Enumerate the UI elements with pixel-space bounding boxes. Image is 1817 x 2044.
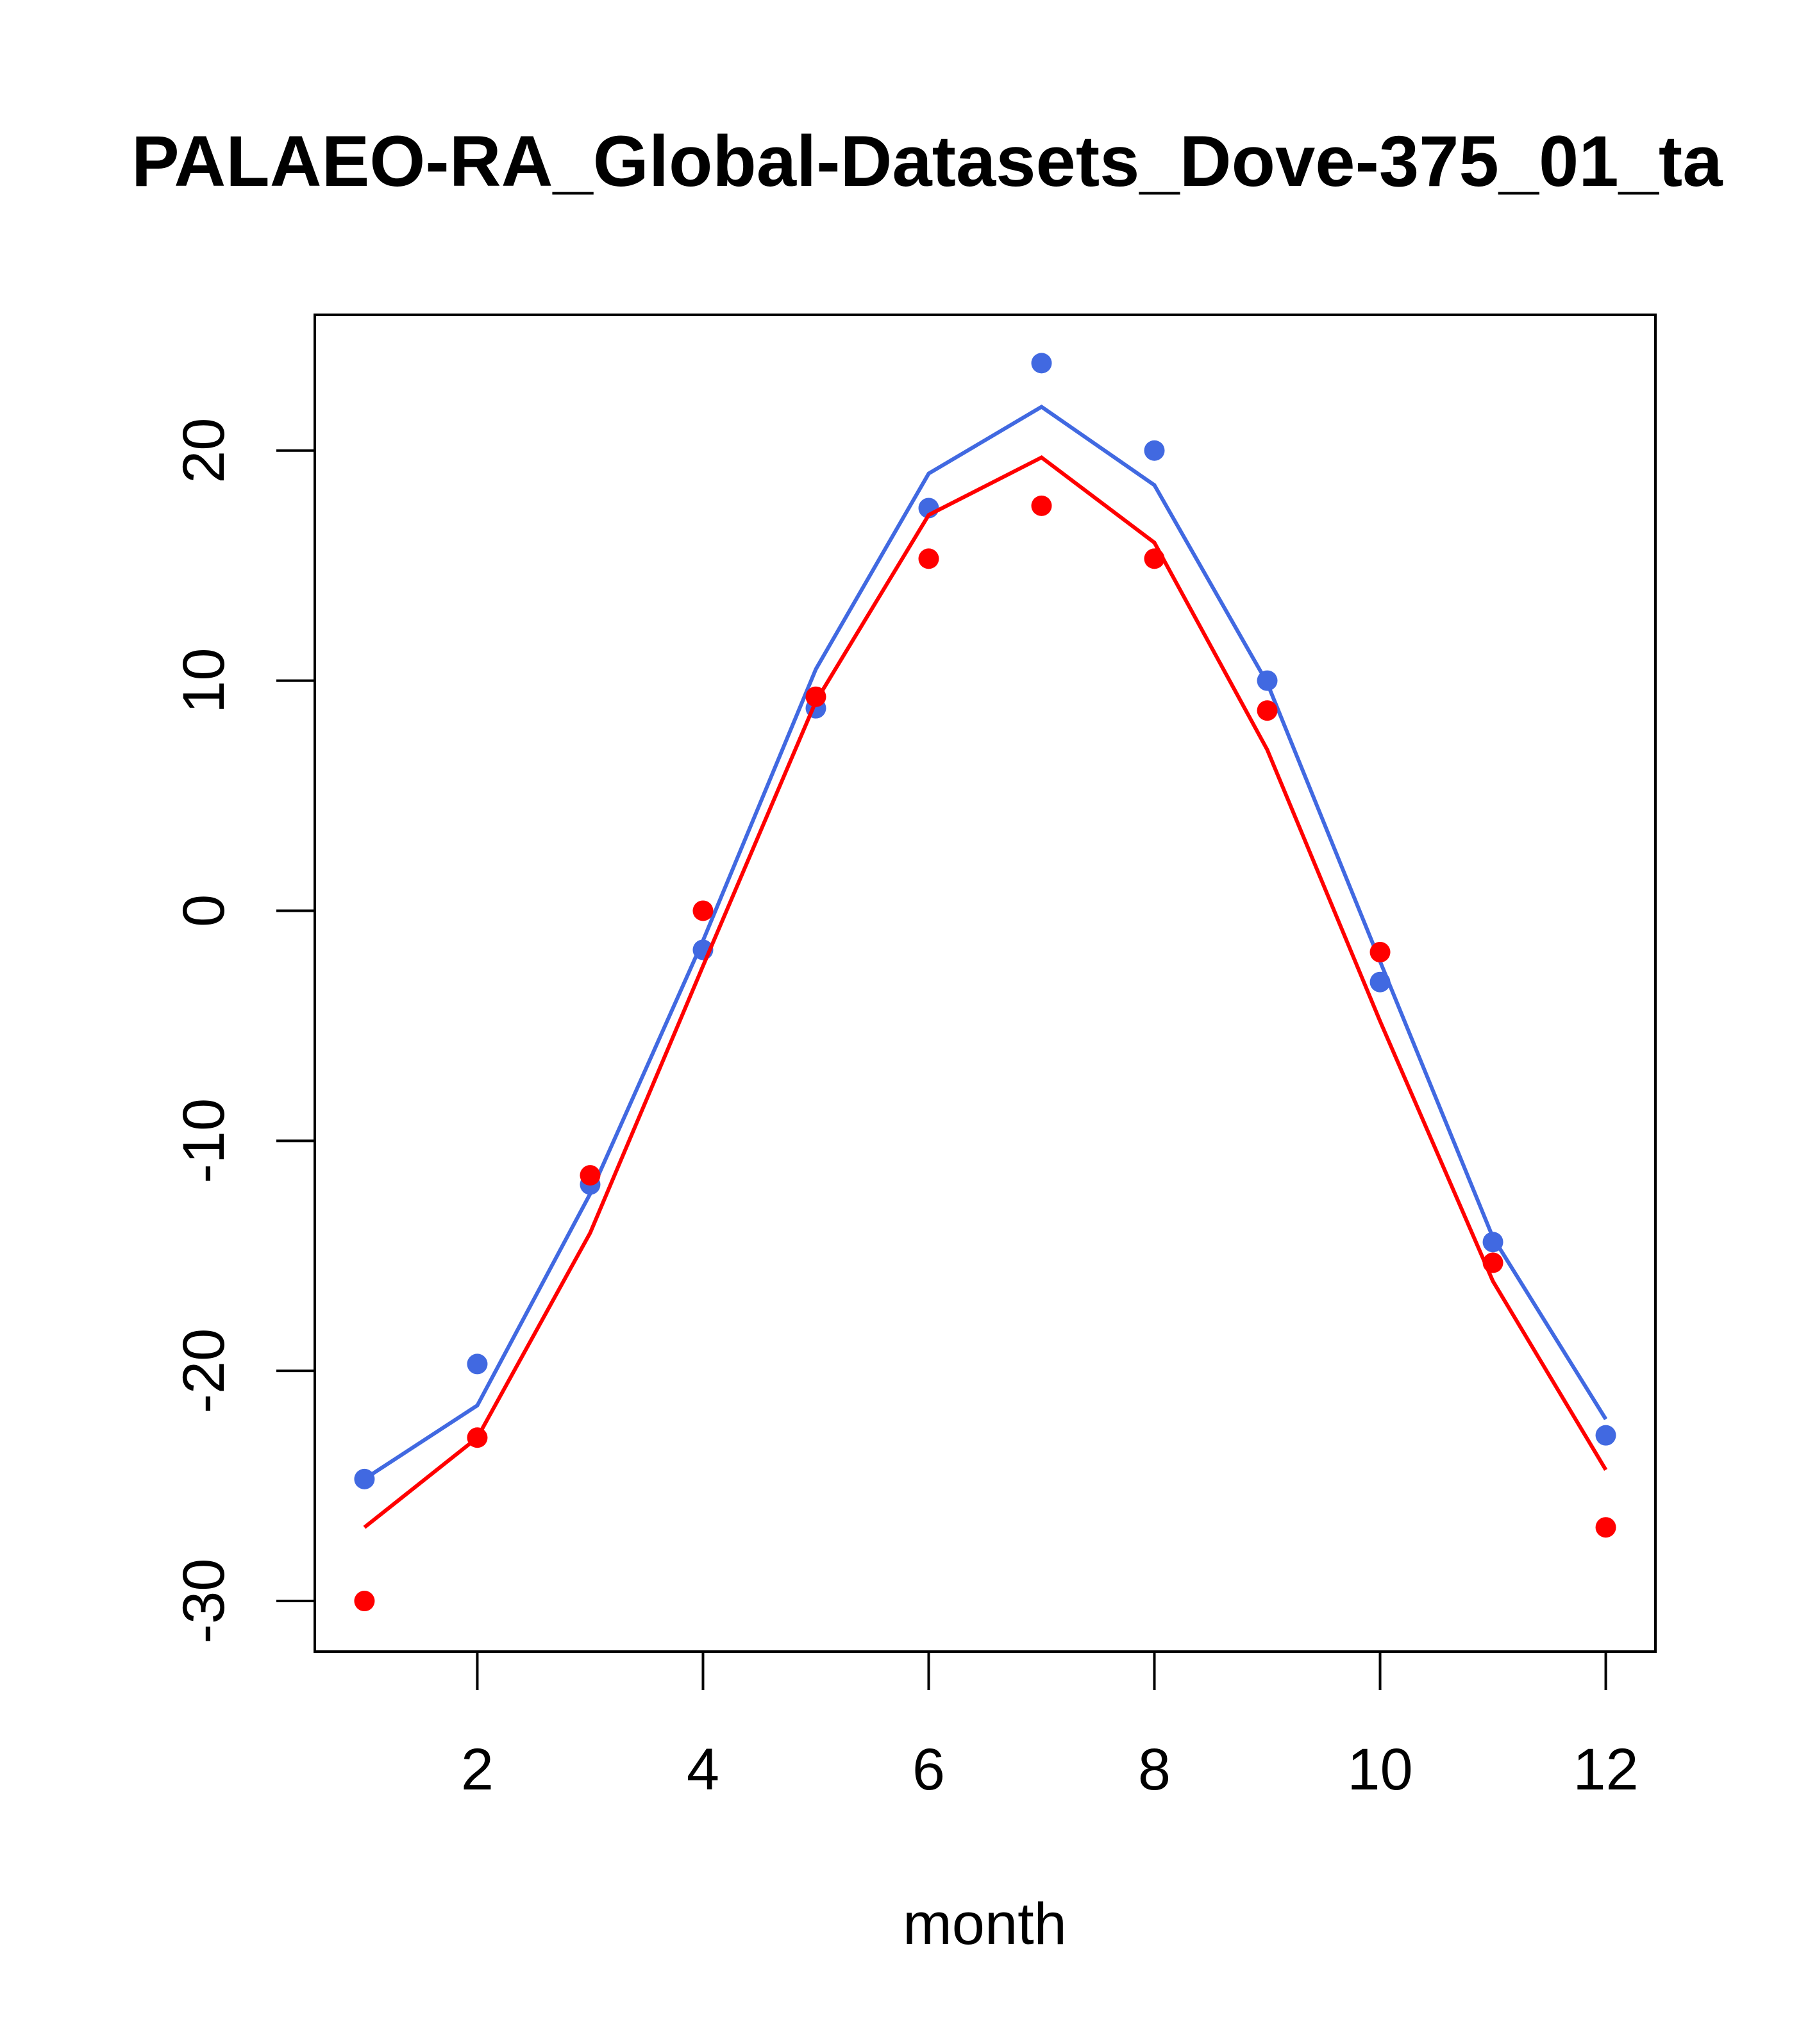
y-tick-label: 20 — [171, 418, 237, 483]
data-point — [1257, 700, 1278, 721]
y-tick-label: -10 — [171, 1098, 237, 1184]
plot-frame — [314, 314, 1657, 1653]
x-axis-label: month — [903, 1891, 1067, 1957]
x-axis: 2 4 6 8 10 12 — [461, 1652, 1639, 1802]
data-point — [1595, 1517, 1616, 1538]
data-point — [354, 1468, 375, 1489]
series-layer — [354, 353, 1616, 1612]
data-point — [1482, 1232, 1503, 1253]
data-point — [1369, 942, 1391, 963]
data-point — [1031, 495, 1052, 516]
data-point — [467, 1427, 488, 1448]
data-point — [1144, 440, 1165, 461]
x-tick-label: 10 — [1347, 1737, 1412, 1802]
y-tick-label: -30 — [171, 1559, 237, 1644]
data-point — [1257, 670, 1278, 691]
chart-title: PALAEO-RA_Global-Datasets_Dove-375_01_ta — [131, 121, 1723, 201]
y-tick-label: 10 — [171, 648, 237, 713]
y-tick-label: 0 — [171, 894, 237, 927]
x-tick-label: 8 — [1138, 1737, 1171, 1802]
data-point — [692, 900, 714, 921]
series-line-0 — [363, 404, 1608, 1481]
data-point — [580, 1165, 601, 1186]
data-point — [354, 1591, 375, 1612]
data-point — [1595, 1425, 1616, 1446]
data-point — [805, 686, 826, 707]
x-tick-label: 6 — [912, 1737, 945, 1802]
data-point — [1369, 971, 1391, 993]
data-point — [1031, 353, 1052, 374]
data-point — [1482, 1252, 1503, 1273]
data-point — [1144, 548, 1165, 569]
x-tick-label: 2 — [461, 1737, 494, 1802]
y-axis: -30 -20 -10 0 10 20 — [171, 418, 315, 1644]
data-point — [918, 548, 939, 569]
series-line-2 — [363, 455, 1608, 1529]
x-tick-label: 4 — [687, 1737, 719, 1802]
x-tick-label: 12 — [1573, 1737, 1638, 1802]
y-tick-label: -20 — [171, 1328, 237, 1414]
data-point — [467, 1353, 488, 1375]
